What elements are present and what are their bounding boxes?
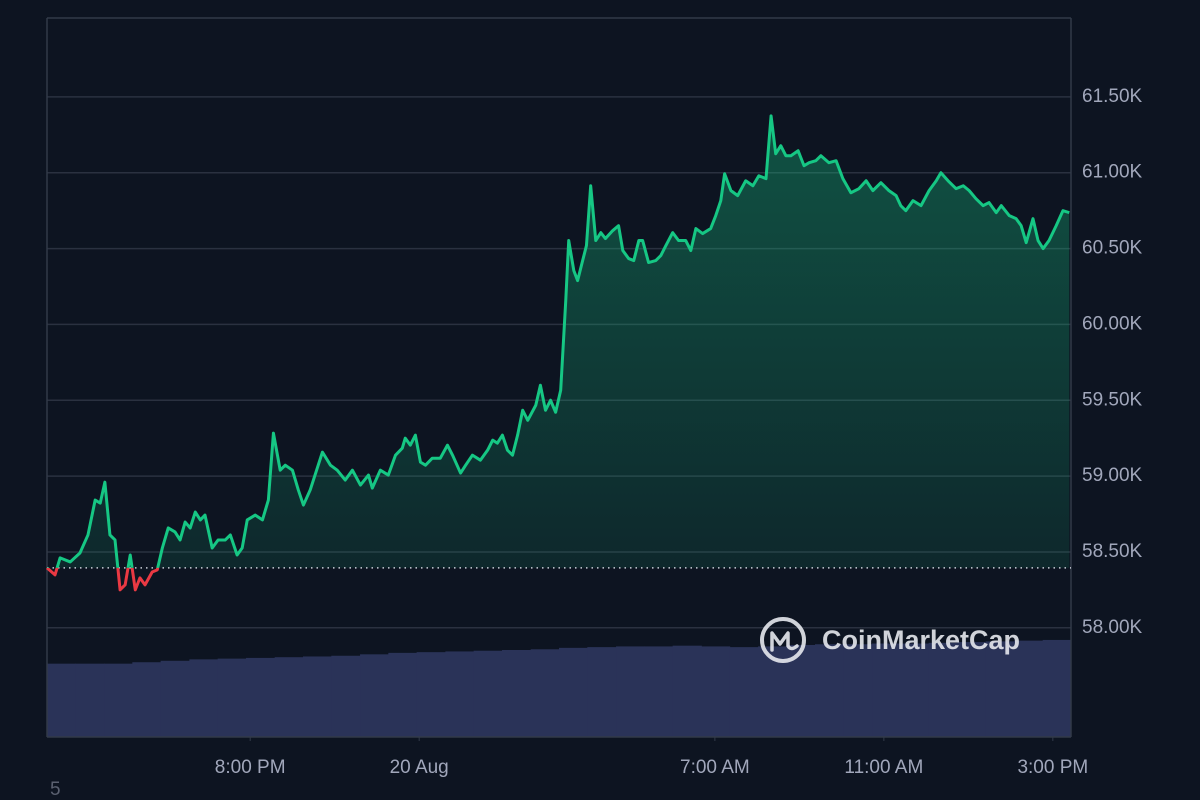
volume-bar (189, 659, 219, 737)
volume-bar (559, 647, 588, 737)
y-tick-label: 58.00K (1082, 617, 1143, 638)
volume-bar (75, 663, 105, 737)
price-line-up (47, 114, 1070, 568)
y-tick-label: 60.00K (1082, 313, 1143, 334)
y-tick-label: 60.50K (1082, 238, 1143, 259)
volume-bar (331, 655, 361, 737)
x-tick-label: 11:00 AM (844, 757, 923, 778)
volume-bar (872, 643, 901, 737)
volume-bars (47, 639, 1072, 737)
volume-bar (303, 656, 332, 737)
x-tick-label: 8:00 PM (215, 757, 286, 778)
watermark-logo-mark (770, 631, 799, 652)
volume-bar (985, 641, 1015, 737)
volume-bar (388, 652, 418, 737)
x-tick-label: 20 Aug (390, 757, 449, 778)
price-line (46, 114, 1071, 592)
price-area (57, 115, 1070, 568)
volume-bar (616, 646, 645, 737)
y-tick-label: 58.50K (1082, 541, 1143, 562)
volume-bar (360, 654, 389, 737)
volume-bar (274, 657, 304, 737)
corner-note: 5 (50, 779, 61, 800)
watermark: CoinMarketCap (760, 617, 1020, 663)
volume-bar (701, 646, 731, 737)
volume-bar (957, 642, 987, 737)
volume-bar (729, 647, 759, 737)
y-tick-label: 61.00K (1082, 162, 1143, 183)
volume-bar (132, 662, 162, 737)
watermark-logo (760, 617, 806, 663)
volume-bar (672, 645, 702, 737)
x-tick-label: 3:00 PM (1017, 757, 1088, 778)
volume-bar (501, 650, 532, 737)
volume-bar (1042, 639, 1072, 737)
volume-bar (530, 649, 560, 737)
ticks: 58.00K 58.50K 59.00K 59.50K 60.00K 60.50K 61.0… (215, 86, 1143, 778)
plot-frame (46, 17, 1072, 738)
volume-bar (815, 644, 844, 737)
volume-bar (245, 657, 276, 737)
area (57, 115, 1070, 568)
volume-bar (217, 658, 247, 737)
y-tick-label: 59.00K (1082, 465, 1143, 486)
volume-bar (473, 650, 503, 737)
volume-bar (644, 646, 674, 737)
volume-bar (900, 643, 930, 737)
volume-bar (104, 663, 133, 737)
watermark-text: CoinMarketCap (822, 625, 1020, 655)
x-tick-label: 7:00 AM (680, 757, 750, 778)
volume-bar (47, 663, 76, 737)
volume-bar (160, 660, 190, 737)
volume-bar (843, 644, 873, 737)
y-tick-label: 61.50K (1082, 86, 1143, 107)
volume-bar (587, 647, 617, 737)
volume-bar (445, 651, 475, 737)
volume-bar (416, 652, 446, 737)
y-tick-label: 59.50K (1082, 389, 1143, 410)
volume-bar (928, 642, 958, 737)
volume-bar (1013, 640, 1044, 737)
